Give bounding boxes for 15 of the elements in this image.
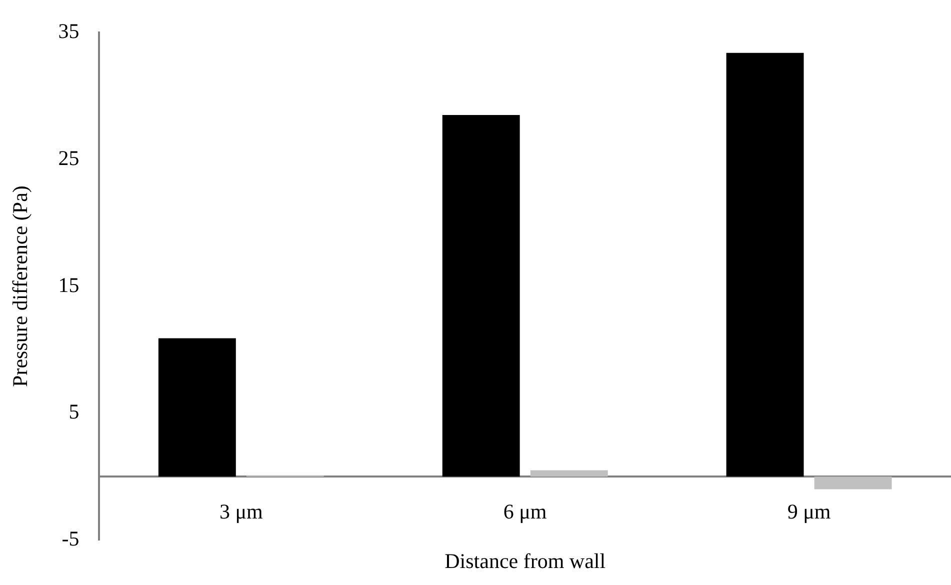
x-axis-title: Distance from wall [444,548,606,573]
y-tick-label: 25 [58,146,80,170]
bar [726,52,804,477]
bar [442,115,520,477]
y-tick-label: 35 [58,19,80,44]
y-axis-title: Pressure difference (Pa) [8,186,32,387]
bar [158,338,236,477]
bar [530,470,608,477]
y-tick-label: 15 [58,272,80,297]
x-tick-label: 6 μm [503,500,547,524]
y-tick-label: 5 [68,400,80,424]
x-tick-label: 3 μm [219,500,263,524]
y-tick-label: -5 [62,526,80,551]
bar [814,476,892,490]
x-tick-label: 9 μm [787,500,831,524]
